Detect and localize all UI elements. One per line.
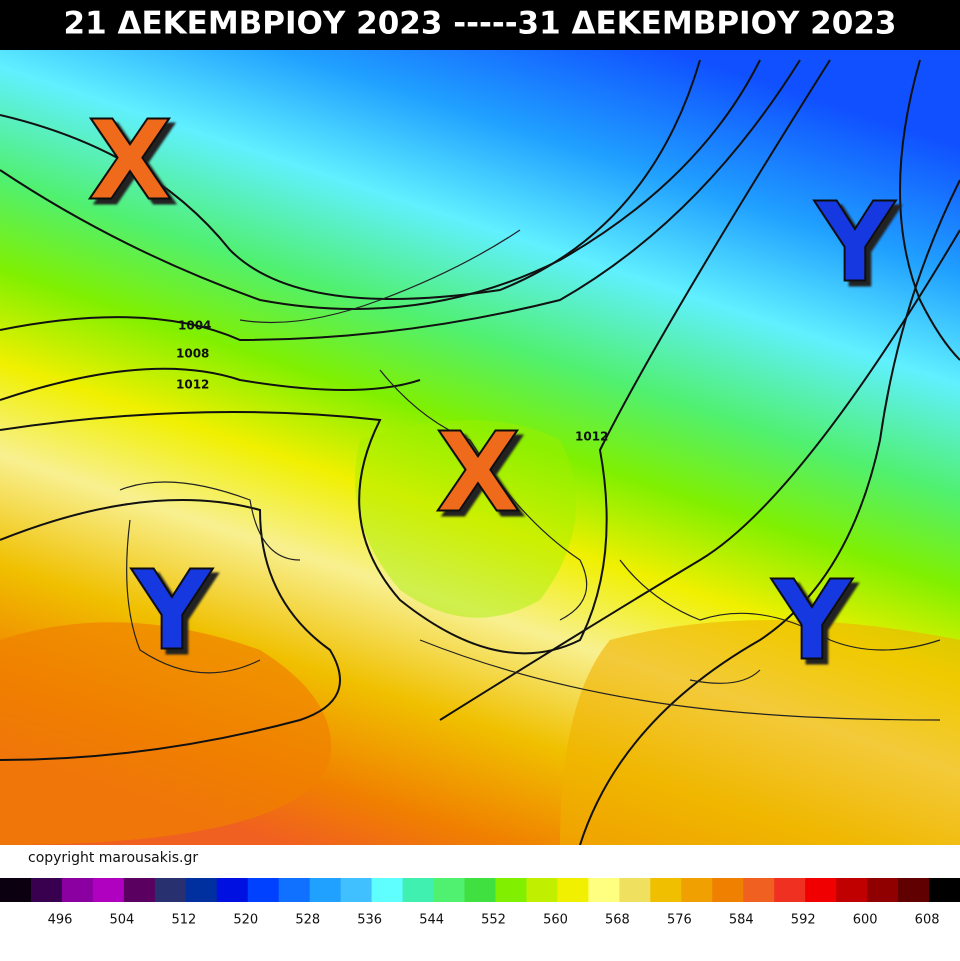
- scale-cell: [278, 878, 311, 902]
- isobar-label: 1008: [176, 347, 209, 361]
- scale-label: 608: [915, 913, 940, 928]
- scale-cell: [92, 878, 125, 902]
- isobar-label: 1012: [176, 378, 209, 392]
- scale-label: 528: [295, 913, 320, 928]
- scale-cell: [433, 878, 466, 902]
- scale-cell: [681, 878, 713, 902]
- isobars: [0, 59, 960, 846]
- scale-cell: [309, 878, 342, 902]
- scale-label: 576: [667, 913, 692, 928]
- scale-label: 560: [543, 913, 568, 928]
- pressure-marker: X: [436, 408, 521, 536]
- pressure-marker: X: [88, 96, 173, 224]
- scale-cell: [30, 878, 63, 902]
- scale-cell: [0, 878, 32, 902]
- scale-cell: [216, 878, 249, 902]
- scale-cell: [557, 878, 589, 902]
- scale-label: 520: [233, 913, 258, 928]
- scale-cell: [588, 878, 620, 902]
- scale-cell: [836, 878, 868, 902]
- scale-cell: [867, 878, 899, 902]
- scale-cell: [402, 878, 435, 902]
- scale-label: 496: [48, 913, 73, 928]
- scale-label: 592: [791, 913, 816, 928]
- isobar-label: 1012: [575, 430, 608, 444]
- scale-label: 536: [357, 913, 382, 928]
- warm-area: [0, 622, 332, 845]
- scale-cell: [526, 878, 558, 902]
- scale-cell: [929, 878, 960, 902]
- scale-cell: [154, 878, 187, 902]
- scale-cell: [898, 878, 930, 902]
- copyright: copyright marousakis.gr: [28, 850, 198, 866]
- scale-cell: [774, 878, 806, 902]
- pressure-marker: Y: [813, 178, 896, 306]
- title: 21 ΔΕΚΕΜΒΡΙΟΥ 2023 -----31 ΔΕΚΕΜΒΡΙΟΥ 20…: [64, 6, 897, 42]
- scale-cell: [123, 878, 156, 902]
- scale-cell: [650, 878, 682, 902]
- scale-cell: [743, 878, 775, 902]
- scale-cell: [340, 878, 373, 902]
- scale-label: 584: [729, 913, 754, 928]
- title-bar: [0, 0, 960, 50]
- pressure-marker: Y: [770, 556, 853, 684]
- scale-cell: [464, 878, 496, 902]
- scale-label: 504: [110, 913, 135, 928]
- trough-area: [355, 420, 576, 618]
- scale-cell: [712, 878, 744, 902]
- scale-label: 568: [605, 913, 630, 928]
- scale-cell: [619, 878, 651, 902]
- scale-label: 552: [481, 913, 506, 928]
- pressure-marker: Y: [130, 546, 213, 674]
- scale-cell: [495, 878, 527, 902]
- scale-cell: [185, 878, 218, 902]
- scale-label: 512: [171, 913, 196, 928]
- scale-cell: [61, 878, 94, 902]
- scale-cell: [371, 878, 404, 902]
- scale-cell: [247, 878, 280, 902]
- scale-cell: [805, 878, 837, 902]
- warm-area: [560, 620, 960, 845]
- coastlines: [119, 229, 941, 721]
- isobar-label: 1004: [178, 319, 211, 333]
- scale-label: 544: [419, 913, 444, 928]
- scale-label: 600: [853, 913, 878, 928]
